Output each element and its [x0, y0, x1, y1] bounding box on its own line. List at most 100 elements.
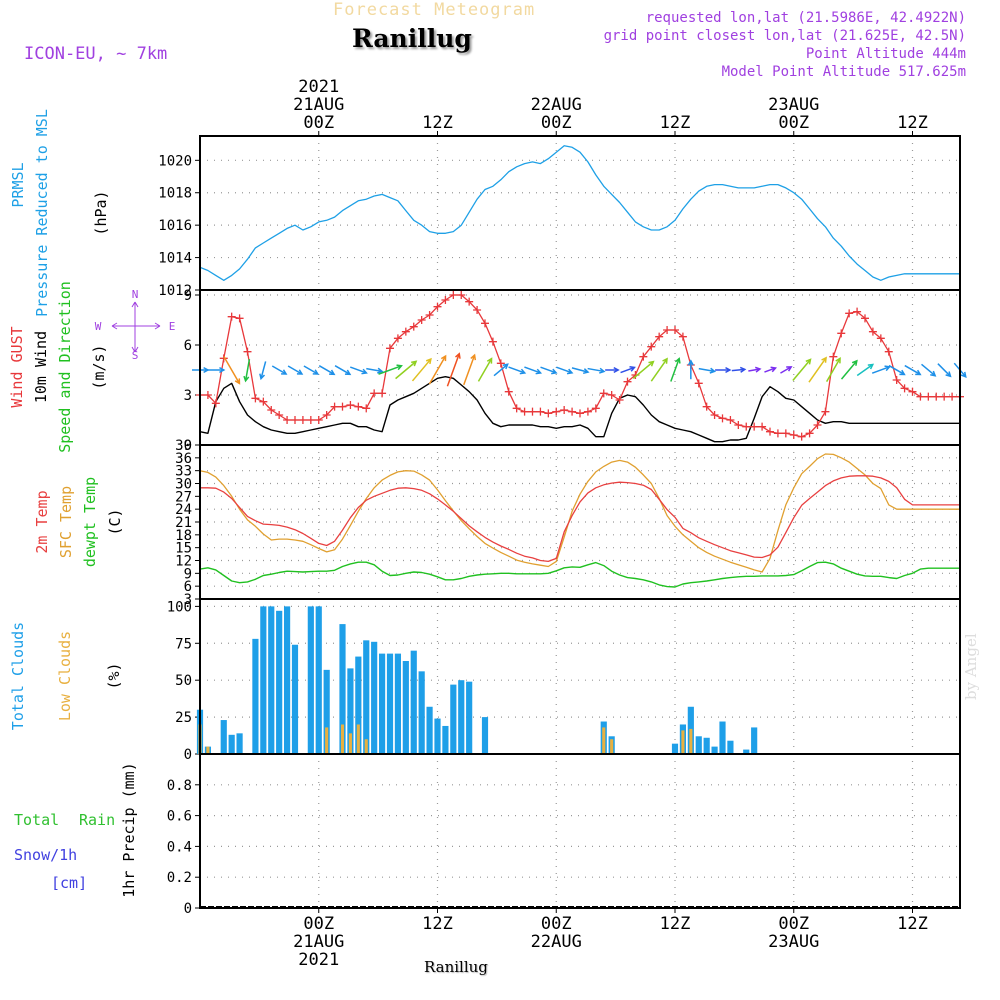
wind-direction-arrow — [334, 365, 351, 375]
wind-gust-marker — [861, 314, 869, 323]
compass-e: E — [169, 320, 176, 333]
wind-direction-arrowhead — [930, 370, 937, 377]
cloud-total-bar — [371, 641, 378, 754]
wind-direction-arrow — [921, 363, 936, 377]
wind-gust-marker — [544, 409, 553, 418]
wind-direction-arrow — [731, 368, 745, 372]
cloud-total-bar — [695, 736, 702, 754]
temperature-ytick-label: 27 — [175, 489, 192, 505]
cloud-total-bar — [363, 640, 370, 754]
wind-direction-arrowhead — [835, 357, 841, 364]
wind-gust-marker — [750, 422, 759, 431]
cloud-total-bar — [339, 624, 346, 754]
wind-gust-marker — [734, 421, 743, 429]
top-time-label: 00Z — [541, 113, 572, 133]
wind-direction-arrow — [524, 366, 541, 374]
cloud-low-bar — [689, 728, 693, 754]
wind-direction-arrowhead — [687, 359, 694, 366]
wind-direction-arrowhead — [821, 356, 827, 363]
wind-direction-arrowhead — [867, 363, 875, 370]
wind-gust-marker — [378, 389, 387, 398]
wind-direction-arrow — [411, 358, 432, 382]
cloud-total-bar — [703, 737, 710, 754]
pressure-ytick-label: 1018 — [158, 186, 192, 202]
wind-direction-arrowhead — [551, 368, 558, 375]
wind-gust-marker — [916, 392, 925, 401]
wind-direction-arrowhead — [960, 371, 967, 379]
wind-direction-arrowhead — [243, 375, 250, 383]
cloud-low-bar — [348, 733, 352, 754]
precip-label-snow: Snow/1h — [14, 846, 77, 864]
wind-gust-marker — [386, 344, 394, 353]
wind-gust-marker — [425, 311, 434, 319]
wind-gust-marker — [267, 406, 276, 414]
cloud-total-bar — [355, 656, 362, 754]
cloud-total-bar — [402, 661, 409, 754]
wind-gust-marker — [449, 291, 458, 299]
wind-gust-marker — [607, 391, 616, 399]
compass-w: W — [95, 320, 102, 333]
wind-direction-arrowhead — [648, 360, 655, 367]
wind-gust-marker — [473, 306, 482, 314]
precip-ytick-label: 0.8 — [167, 778, 192, 794]
cloud-total-bar — [260, 606, 267, 754]
wind-gust-marker — [591, 404, 600, 413]
wind-gust-marker — [853, 307, 862, 316]
wind-gust-marker — [227, 312, 236, 321]
wind-direction-arrow — [620, 366, 635, 374]
wind-gust-marker — [781, 429, 790, 438]
clouds-panel-frame — [199, 598, 961, 755]
wind-gust-marker — [322, 411, 331, 419]
temperature-ytick-label: 12 — [175, 554, 192, 570]
wind-gust-marker — [346, 401, 355, 409]
top-time-label: 12Z — [422, 113, 453, 133]
wind-direction-arrowhead — [786, 366, 793, 372]
wind-gust-marker — [837, 329, 846, 338]
wind-direction-arrow — [670, 358, 680, 382]
wind-label-unit: (m/s) — [90, 344, 108, 389]
wind-direction-arrow — [378, 365, 402, 375]
wind-gust-marker — [488, 337, 497, 346]
model-label: ICON-EU, ~ 7km — [24, 44, 168, 64]
wind-direction-arrow — [632, 361, 654, 379]
wind-direction-arrow — [366, 367, 383, 373]
wind-direction-arrowhead — [234, 378, 241, 385]
cloud-total-bar — [727, 740, 734, 754]
wind-direction-arrowhead — [535, 368, 543, 375]
wind-gust-marker — [568, 407, 577, 416]
temp-label-2m: 2m Temp — [33, 490, 51, 553]
temperature-ytick-label: 33 — [175, 464, 192, 480]
wind-gust-marker — [742, 422, 751, 431]
wind-gust-marker — [330, 402, 339, 411]
wind-gust-marker — [512, 404, 521, 413]
cloud-total-bar — [671, 743, 679, 754]
temperature-ytick-label: 24 — [175, 502, 192, 518]
cloud-total-bar — [347, 668, 354, 754]
wind-direction-arrow — [840, 360, 858, 380]
wind-direction-arrow — [223, 356, 241, 384]
wind-direction-arrow — [477, 358, 493, 382]
bottom-time-label: 12Z — [897, 914, 928, 934]
wind-direction-arrowhead — [770, 366, 778, 373]
wind-gust-marker — [211, 399, 220, 408]
top-time-label: 21AUG — [293, 95, 344, 115]
wind-direction-arrow — [937, 363, 951, 377]
wind-gust-marker — [845, 309, 854, 318]
pressure-ytick-label: 1014 — [158, 251, 192, 267]
wind-direction-arrowhead — [425, 357, 432, 365]
cloud-total-bar — [315, 606, 322, 754]
wind-gust-marker — [892, 376, 901, 384]
cloud-label-unit: (%) — [105, 662, 123, 689]
wind-gust-marker — [900, 384, 909, 393]
wind-gust-marker — [314, 416, 323, 424]
wind-ytick-label: 3 — [184, 388, 192, 404]
wind-direction-arrowhead — [709, 367, 717, 374]
cloud-total-bar — [378, 653, 386, 754]
wind-gust-marker — [370, 389, 379, 398]
compass-rose-icon — [111, 301, 161, 353]
cloud-total-bar — [252, 638, 259, 754]
cloud-total-bar — [719, 721, 726, 754]
wind-direction-arrow — [493, 363, 509, 377]
temperature-ytick-label: 6 — [184, 579, 192, 595]
